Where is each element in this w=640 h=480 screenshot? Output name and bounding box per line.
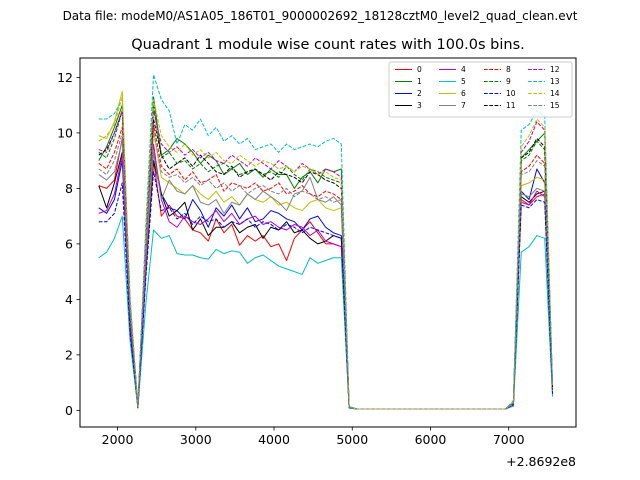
x-tick-label: 7000 [493, 432, 525, 447]
series-line-13 [98, 74, 554, 410]
y-tick-label: 8 [65, 181, 73, 196]
series-line-0 [98, 137, 554, 410]
series-line-8 [98, 124, 554, 410]
legend-label-0: 0 [417, 65, 422, 74]
legend-label-11: 11 [506, 101, 516, 110]
y-tick-label: 4 [65, 292, 73, 307]
series-line-15 [98, 132, 554, 410]
legend-label-14: 14 [550, 89, 560, 98]
legend-label-13: 13 [550, 77, 560, 86]
series-line-4 [98, 143, 554, 410]
plot-area-frame [79, 57, 577, 428]
legend-label-5: 5 [461, 77, 466, 86]
legend-label-9: 9 [506, 77, 511, 86]
series-line-6 [98, 90, 554, 410]
x-tick-label: 4000 [258, 432, 290, 447]
legend-box [388, 61, 573, 118]
legend-label-15: 15 [550, 101, 560, 110]
x-offset-text: +2.8692e8 [506, 454, 576, 469]
x-tick-label: 2000 [102, 432, 134, 447]
legend-label-7: 7 [461, 101, 466, 110]
figure-suptitle: Data file: modeM0/AS1A05_186T01_90000026… [63, 9, 578, 23]
legend-label-3: 3 [417, 101, 422, 110]
y-tick-label: 6 [65, 236, 73, 251]
legend-label-4: 4 [461, 65, 466, 74]
x-tick-label: 6000 [415, 432, 447, 447]
series-line-11 [98, 110, 554, 410]
legend-label-8: 8 [506, 65, 511, 74]
series-line-5 [98, 215, 554, 410]
legend-label-6: 6 [461, 89, 466, 98]
legend-label-10: 10 [506, 89, 516, 98]
y-tick-label: 0 [65, 403, 73, 418]
y-tick-label: 2 [65, 347, 73, 362]
y-tick-label: 12 [57, 70, 73, 85]
plot-lines [98, 74, 554, 410]
series-line-14 [98, 96, 554, 410]
x-tick-label: 3000 [180, 432, 212, 447]
legend-label-2: 2 [417, 89, 422, 98]
legend-label-12: 12 [550, 65, 560, 74]
legend-label-1: 1 [417, 77, 422, 86]
series-line-12 [98, 110, 554, 410]
x-tick-label: 5000 [336, 432, 368, 447]
y-tick-label: 10 [57, 125, 73, 140]
chart-title: Quadrant 1 module wise count rates with … [131, 37, 525, 53]
